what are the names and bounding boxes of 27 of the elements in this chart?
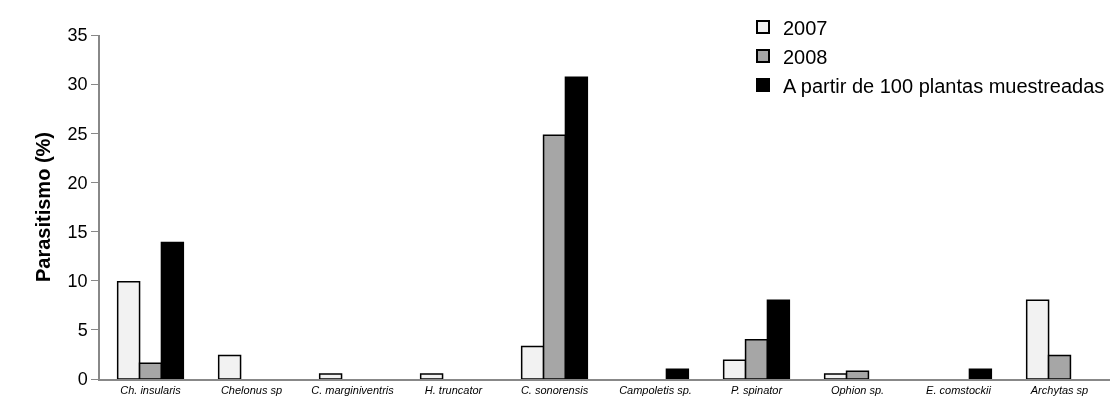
y-tick-label: 35 [67,25,88,46]
legend-label: 2007 [783,16,828,39]
x-tick-label: P. spinator [730,383,784,396]
y-tick-label: 10 [67,271,88,292]
y-tick-label: 0 [77,369,88,390]
bar [665,368,690,379]
x-tick-label: Ophion sp. [830,383,885,396]
bar [968,368,993,379]
bar [419,373,444,379]
x-tick-label: Chelonus sp [220,383,283,396]
legend-label: 2008 [783,45,828,68]
y-axis-title: Parasitismo (%) [31,131,54,283]
x-tick-label: E. comstockii [926,383,992,396]
x-tick-label: C. marginiventris [311,383,395,396]
y-tick-label: 15 [67,221,88,242]
x-tick-label: H. truncator [424,383,484,396]
x-tick-label: Campoletis sp. [619,383,692,396]
y-tick-label: 25 [67,123,88,144]
y-tick-label: 20 [67,172,88,193]
bar [318,373,343,379]
x-tick-label: C. sonorensis [520,383,589,396]
x-tick-label: Ch. insularis [120,383,182,396]
x-tick-label: Archytas sp [1029,383,1089,396]
legend-label: A partir de 100 plantas muestreadas [783,74,1105,97]
bar [217,354,242,379]
y-tick-label: 5 [77,320,88,341]
y-tick-label: 30 [67,74,88,95]
